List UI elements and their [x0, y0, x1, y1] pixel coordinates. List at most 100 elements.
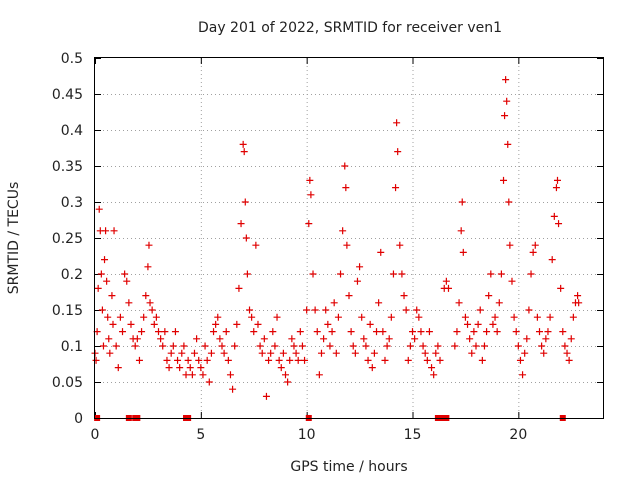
data-point	[288, 335, 296, 343]
data-point	[332, 349, 340, 357]
data-point	[474, 320, 482, 328]
data-point	[497, 270, 505, 278]
data-point	[226, 371, 234, 379]
data-point	[235, 284, 243, 292]
data-point	[552, 184, 560, 192]
data-point	[105, 335, 113, 343]
data-point	[252, 241, 260, 249]
data-point	[265, 356, 273, 364]
data-point	[536, 328, 543, 336]
data-point	[436, 356, 444, 364]
data-point	[400, 292, 408, 300]
data-point	[417, 328, 425, 336]
data-point	[188, 371, 196, 379]
data-point	[165, 364, 173, 372]
data-point	[258, 349, 266, 357]
data-point	[525, 306, 533, 314]
y-tick-label: 0.25	[52, 231, 83, 247]
data-point	[99, 342, 107, 350]
data-point	[514, 342, 522, 350]
data-point	[387, 313, 395, 321]
data-point	[455, 299, 463, 307]
data-point	[415, 313, 423, 321]
data-point	[519, 371, 527, 379]
y-tick-label: 0.35	[52, 159, 83, 175]
data-point	[145, 241, 153, 249]
data-point	[311, 306, 319, 314]
data-point	[453, 328, 461, 336]
data-point	[567, 335, 575, 343]
data-point	[229, 385, 237, 393]
data-point	[218, 342, 226, 350]
data-point	[493, 328, 501, 336]
data-point	[307, 191, 315, 199]
data-point	[182, 371, 190, 379]
data-point	[504, 140, 512, 148]
data-point	[459, 248, 467, 256]
data-point	[392, 184, 400, 192]
data-point	[508, 277, 516, 285]
data-point	[294, 356, 302, 364]
data-point	[470, 328, 478, 336]
data-point	[334, 313, 342, 321]
data-point	[176, 364, 184, 372]
data-point	[109, 320, 117, 328]
data-point	[144, 263, 152, 271]
data-point	[95, 205, 103, 213]
data-point	[377, 248, 385, 256]
data-point	[254, 320, 262, 328]
data-point	[360, 335, 368, 343]
data-point	[203, 356, 211, 364]
data-point	[116, 313, 124, 321]
chart-title: Day 201 of 2022, SRMTID for receiver ven…	[198, 20, 502, 36]
data-point	[421, 349, 429, 357]
data-point	[466, 335, 474, 343]
data-point	[356, 263, 364, 271]
data-point	[385, 335, 393, 343]
data-point	[237, 220, 245, 228]
data-point	[358, 313, 366, 321]
data-point	[142, 292, 150, 300]
data-point	[428, 364, 436, 372]
data-point	[262, 392, 270, 400]
data-point	[383, 342, 391, 350]
data-point	[246, 306, 254, 314]
data-point	[271, 342, 279, 350]
data-point	[220, 349, 228, 357]
x-tick-label: 20	[509, 427, 527, 443]
data-point	[389, 270, 397, 278]
data-point	[269, 328, 277, 336]
x-axis-label: GPS time / hours	[290, 459, 407, 475]
data-point	[155, 328, 162, 336]
data-point	[476, 306, 484, 314]
data-point	[461, 313, 469, 321]
data-point	[569, 313, 577, 321]
data-point	[381, 356, 389, 364]
data-point	[306, 176, 314, 184]
data-point	[546, 313, 554, 321]
data-point	[103, 277, 111, 285]
data-point	[242, 234, 250, 242]
data-point	[442, 277, 450, 285]
data-point	[337, 270, 345, 278]
y-tick-label: 0.5	[61, 51, 83, 67]
data-point	[394, 148, 402, 156]
data-point	[353, 277, 361, 285]
data-point	[305, 220, 313, 228]
data-point	[533, 313, 541, 321]
data-point	[123, 277, 131, 285]
data-point	[119, 328, 127, 336]
y-tick-label: 0	[74, 411, 83, 427]
data-point	[366, 320, 374, 328]
data-point	[548, 256, 556, 264]
data-point	[212, 320, 220, 328]
data-point	[315, 371, 323, 379]
data-point	[411, 335, 419, 343]
data-point	[487, 270, 495, 278]
data-point	[224, 356, 232, 364]
data-point	[458, 198, 466, 206]
data-point	[292, 349, 300, 357]
data-point	[472, 342, 480, 350]
data-point	[286, 356, 294, 364]
data-point	[222, 328, 230, 336]
